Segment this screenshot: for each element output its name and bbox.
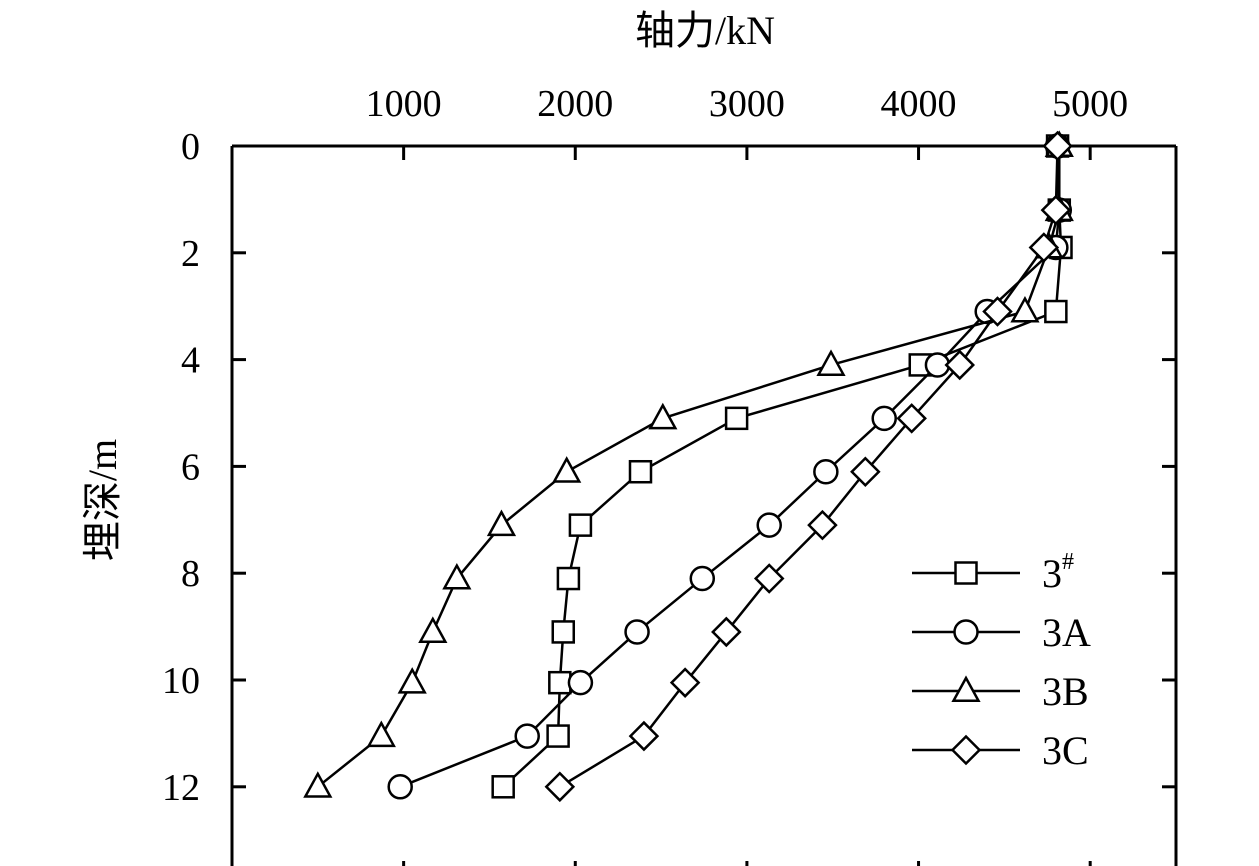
x-tick-label: 4000 xyxy=(881,83,957,125)
data-point-3c xyxy=(669,667,701,698)
y-tick-label: 12 xyxy=(162,767,200,809)
data-point-3a xyxy=(514,723,540,749)
x-tick-label: 2000 xyxy=(537,83,613,125)
legend-label: 3C xyxy=(1042,728,1089,773)
data-point-3c xyxy=(944,349,976,381)
y-axis-title: 埋深/m xyxy=(80,439,125,561)
data-point-3b xyxy=(442,562,472,590)
plot-frame xyxy=(230,144,1178,866)
legend: 3# 3A 3B 3C xyxy=(912,549,1091,773)
data-point-3sharp xyxy=(556,566,581,591)
data-point-3sharp xyxy=(568,513,593,537)
x-tick-label: 1000 xyxy=(366,83,442,125)
y-tick-label: 4 xyxy=(181,340,200,382)
data-point-3sharp xyxy=(628,459,653,484)
data-point-3c xyxy=(1040,194,1072,226)
data-point-3sharp xyxy=(551,620,576,644)
y-tick-label: 0 xyxy=(181,126,200,168)
legend-marker xyxy=(953,619,979,645)
data-point-3c xyxy=(1042,130,1073,162)
data-point-3b xyxy=(418,616,448,643)
data-point-3c xyxy=(850,456,881,488)
legend-label: 3B xyxy=(1042,669,1089,714)
data-point-3c xyxy=(807,509,838,541)
y-tick-label: 2 xyxy=(181,233,200,275)
data-point-3b xyxy=(552,456,582,483)
data-point-3c xyxy=(1028,232,1060,263)
data-point-3a xyxy=(756,512,782,538)
x-axis-title: 轴力/kN xyxy=(635,8,775,53)
data-point-3a xyxy=(567,669,594,696)
x-tick-label: 3000 xyxy=(709,83,785,125)
data-point-3sharp xyxy=(546,724,570,748)
data-point-3a xyxy=(689,565,716,592)
data-point-3c xyxy=(544,771,576,803)
data-point-3c xyxy=(896,403,927,434)
legend-marker xyxy=(954,561,978,585)
data-point-3a xyxy=(871,405,897,432)
data-point-3c xyxy=(628,720,660,752)
legend-item-3c: 3C xyxy=(912,728,1089,773)
data-point-3c xyxy=(982,296,1013,327)
data-point-3sharp xyxy=(1044,299,1068,324)
data-point-3sharp xyxy=(491,775,515,799)
data-point-3b xyxy=(648,402,678,430)
legend-label: 3# xyxy=(1042,549,1074,596)
legend-marker xyxy=(951,675,981,702)
data-point-3a xyxy=(387,774,413,800)
data-point-3b xyxy=(1010,295,1040,323)
data-point-3c xyxy=(753,563,785,594)
x-tick-label: 5000 xyxy=(1052,83,1128,125)
y-tick-label: 6 xyxy=(181,446,200,488)
data-point-3a xyxy=(813,458,839,485)
data-point-3a xyxy=(624,619,650,645)
data-point-3b xyxy=(366,720,396,748)
data-point-3b xyxy=(397,667,427,694)
y-tick-label: 8 xyxy=(181,553,200,595)
axis-ticks xyxy=(232,144,1176,866)
series-3sharp xyxy=(491,134,1073,799)
data-point-3sharp xyxy=(548,670,572,695)
data-point-3b xyxy=(303,771,333,798)
data-point-3sharp xyxy=(724,406,749,431)
data-point-3b xyxy=(486,509,517,537)
legend-label-superscript: # xyxy=(1062,549,1074,575)
legend-item-3a: 3A xyxy=(912,610,1091,655)
legend-item-3sharp: 3# xyxy=(912,549,1074,596)
legend-label: 3A xyxy=(1042,610,1091,655)
series-layer xyxy=(303,130,1074,803)
legend-marker xyxy=(950,734,982,766)
series-3c xyxy=(544,130,1073,803)
y-tick-label: 10 xyxy=(162,660,200,702)
legend-item-3b: 3B xyxy=(912,669,1089,714)
data-point-3c xyxy=(711,616,742,648)
data-point-3b xyxy=(816,349,846,376)
tick-labels: 1000 2000 3000 4000 5000 0 2 4 6 8 10 12 xyxy=(162,83,1128,809)
